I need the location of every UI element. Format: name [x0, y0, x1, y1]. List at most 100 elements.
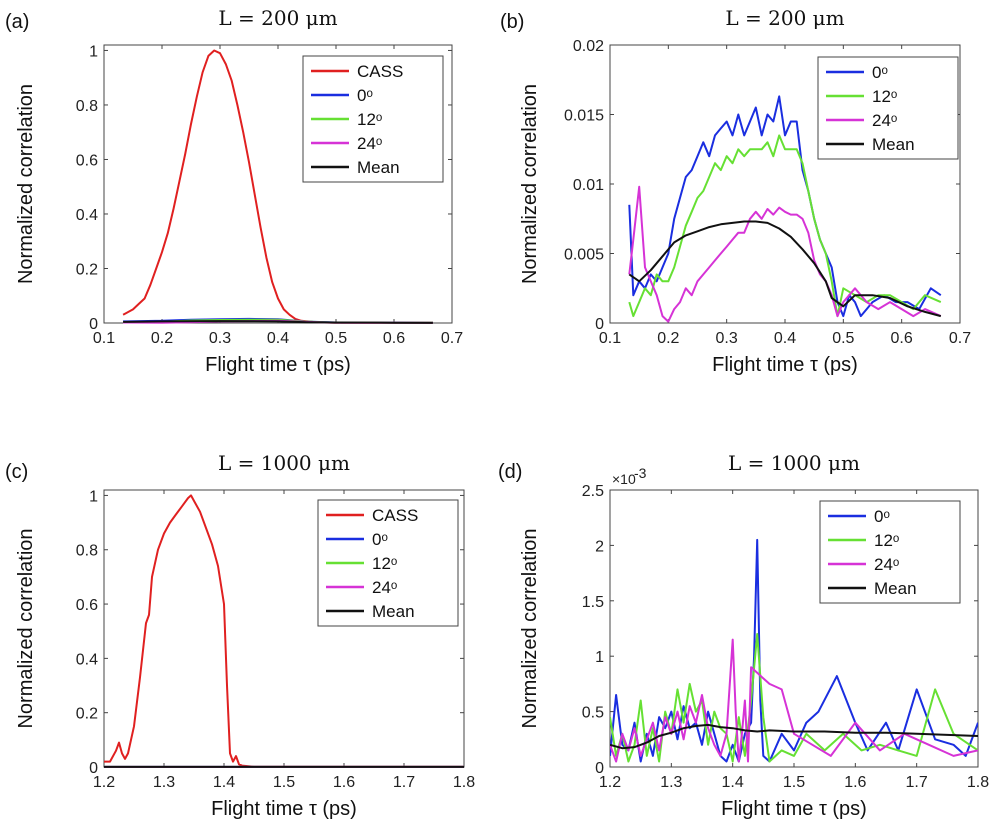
x-tick-label: 1.3	[660, 774, 682, 791]
x-tick-label: 1.5	[273, 774, 295, 791]
y-scale-multiplier: ×10	[612, 471, 636, 487]
panel-label: (c)	[5, 461, 28, 483]
x-tick-label: 0.2	[657, 330, 679, 347]
y-tick-label: 0.2	[76, 261, 98, 278]
y-tick-label: 1	[89, 488, 98, 505]
legend-entry: Mean	[372, 602, 415, 621]
y-tick-label: 0.6	[76, 597, 98, 614]
x-axis-label: Flight time τ (ps)	[712, 354, 858, 376]
y-tick-label: 0	[89, 316, 98, 333]
panel-c: (c) L = 1000 μm 1.2 1.3 1.4 1.5 1.6 1.7 1.8 0 0.2 0…	[5, 451, 475, 820]
x-tick-label: 0.7	[949, 330, 971, 347]
x-tick-label: 0.5	[832, 330, 854, 347]
x-tick-label: 1.5	[783, 774, 805, 791]
series-line-24	[628, 185, 942, 323]
y-tick-label: 0.02	[573, 38, 604, 55]
chart-title: L = 1000 μm	[218, 451, 350, 475]
legend-entry: 24ᵒ	[357, 134, 382, 153]
x-tick-label: 0.6	[891, 330, 913, 347]
y-axis-label: Normalized correlation	[15, 528, 37, 728]
y-axis-label: Normalized correlation	[15, 84, 37, 284]
panel-b: (b) L = 200 μm 0.1 0.2 0.3 0.4 0.5 0.6 0.7 0 0.005…	[500, 6, 971, 376]
x-tick-label: 0.7	[441, 330, 463, 347]
panel-label: (a)	[5, 11, 29, 33]
y-tick-label: 1	[89, 43, 98, 60]
y-tick-label: 0	[595, 760, 604, 777]
x-tick-label: 1.8	[453, 774, 475, 791]
series-line-Mean	[123, 320, 433, 324]
legend-entry: 24ᵒ	[372, 578, 397, 597]
x-tick-label: 1.7	[906, 774, 928, 791]
y-tick-label: 0.005	[564, 247, 604, 264]
x-tick-label: 0.4	[774, 330, 796, 347]
legend-entry: 12ᵒ	[372, 554, 397, 573]
series-line-24	[610, 638, 978, 763]
y-tick-label: 0	[595, 316, 604, 333]
x-tick-label: 0.3	[716, 330, 738, 347]
legend-entry: 12ᵒ	[874, 531, 899, 550]
x-tick-label: 1.4	[722, 774, 744, 791]
legend-entry: Mean	[874, 579, 917, 598]
legend-entry: 12ᵒ	[357, 110, 382, 129]
y-tick-label: 0.4	[76, 207, 98, 224]
x-axis-label: Flight time τ (ps)	[205, 354, 351, 376]
legend-entry: 0ᵒ	[874, 507, 890, 526]
x-tick-label: 0.5	[325, 330, 347, 347]
y-tick-label: 1.5	[582, 594, 604, 611]
panel-label: (b)	[500, 11, 524, 33]
series-line-Mean	[628, 220, 942, 318]
x-tick-label: 1.6	[844, 774, 866, 791]
panel-label: (d)	[498, 461, 522, 483]
y-axis-label: Normalized correlation	[519, 528, 541, 728]
y-tick-label: 2	[595, 538, 604, 555]
legend-entry: 0ᵒ	[872, 63, 888, 82]
chart-title: L = 200 μm	[218, 6, 337, 30]
legend-entry: 24ᵒ	[874, 555, 899, 574]
legend-entry: CASS	[357, 62, 403, 81]
x-tick-label: 0.1	[599, 330, 621, 347]
y-tick-label: 0.8	[76, 98, 98, 115]
legend-entry: 0ᵒ	[357, 86, 373, 105]
legend-entry: Mean	[872, 135, 915, 154]
y-tick-label: 0.5	[582, 705, 604, 722]
x-axis-label: Flight time τ (ps)	[211, 798, 357, 820]
y-scale-exponent: -3	[634, 465, 647, 481]
series-line-0	[628, 95, 942, 318]
legend-entry: CASS	[372, 506, 418, 525]
x-tick-label: 0.4	[267, 330, 289, 347]
x-tick-label: 1.4	[213, 774, 235, 791]
y-tick-label: 0.01	[573, 177, 604, 194]
x-tick-label: 0.2	[151, 330, 173, 347]
y-tick-label: 0.6	[76, 152, 98, 169]
legend-entry: Mean	[357, 158, 400, 177]
x-tick-label: 1.7	[393, 774, 415, 791]
y-tick-label: 1	[595, 649, 604, 666]
panel-d: (d) L = 1000 μm 1.2 1.3 1.4 1.5 1.6 1.7 1.8 0 0.5 1…	[498, 451, 989, 820]
y-tick-label: 0.2	[76, 706, 98, 723]
chart-title: L = 1000 μm	[728, 451, 860, 475]
legend-entry: 24ᵒ	[872, 111, 897, 130]
x-tick-label: 0.1	[93, 330, 115, 347]
y-tick-label: 0.015	[564, 108, 604, 125]
x-tick-label: 1.6	[333, 774, 355, 791]
x-tick-label: 1.8	[967, 774, 989, 791]
series-line-12	[628, 134, 942, 318]
chart-title: L = 200 μm	[725, 6, 844, 30]
series-line-CASS	[104, 494, 464, 768]
y-axis-label: Normalized correlation	[519, 84, 541, 284]
x-tick-label: 0.3	[209, 330, 231, 347]
y-tick-label: 0	[89, 760, 98, 777]
x-tick-label: 0.6	[383, 330, 405, 347]
legend-box	[817, 56, 959, 160]
x-tick-label: 1.2	[599, 774, 621, 791]
x-tick-label: 1.3	[153, 774, 175, 791]
legend-entry: 12ᵒ	[872, 87, 897, 106]
legend-entry: 0ᵒ	[372, 530, 388, 549]
y-tick-label: 2.5	[582, 483, 604, 500]
x-tick-label: 1.2	[93, 774, 115, 791]
legend-box	[819, 500, 961, 604]
series-line-Mean	[610, 723, 978, 750]
x-axis-label: Flight time τ (ps)	[721, 798, 867, 820]
y-tick-label: 0.8	[76, 543, 98, 560]
